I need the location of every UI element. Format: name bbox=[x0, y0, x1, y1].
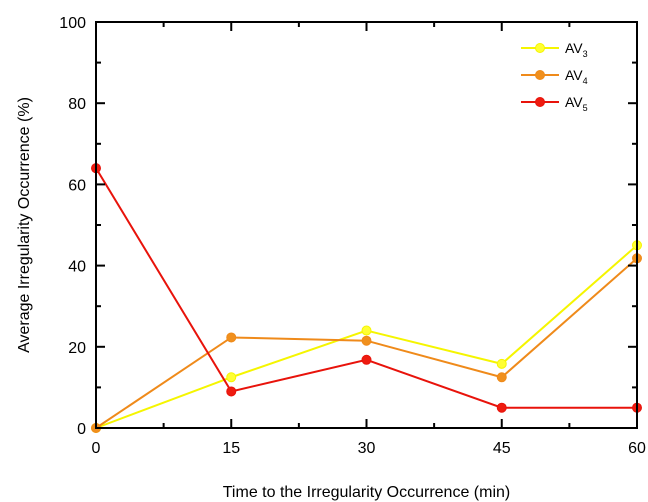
legend-marker-av5 bbox=[535, 97, 545, 107]
data-point-av3 bbox=[496, 358, 507, 369]
x-tick-label: 30 bbox=[358, 440, 376, 457]
data-point-av5 bbox=[496, 402, 507, 413]
legend-label-av3: AV3 bbox=[565, 40, 588, 59]
y-tick-label: 40 bbox=[68, 259, 86, 276]
legend-subscript: 3 bbox=[583, 49, 588, 59]
y-tick-label: 60 bbox=[68, 177, 86, 194]
legend-marker-av4 bbox=[535, 70, 545, 80]
legend: AV3 AV4 AV5 bbox=[521, 40, 588, 113]
y-tick-label: 80 bbox=[68, 96, 86, 113]
y-tick-label: 100 bbox=[59, 15, 86, 32]
series-line-av5 bbox=[95, 167, 637, 409]
data-point-av4 bbox=[361, 335, 372, 346]
legend-subscript: 5 bbox=[583, 103, 588, 113]
axis-ticks bbox=[95, 21, 638, 429]
legend-label-av4: AV4 bbox=[565, 67, 588, 86]
data-point-av4 bbox=[496, 372, 507, 383]
legend-subscript: 4 bbox=[583, 76, 588, 86]
x-axis-title: Time to the Irregularity Occurrence (min… bbox=[223, 484, 510, 501]
x-tick-label: 0 bbox=[92, 440, 101, 457]
data-point-av3 bbox=[226, 372, 237, 383]
x-tick-label: 45 bbox=[493, 440, 511, 457]
y-tick-label: 20 bbox=[68, 340, 86, 357]
x-tick-label: 60 bbox=[628, 440, 646, 457]
data-point-av3 bbox=[361, 325, 372, 336]
y-axis-title: Average Irregularity Occurrence (%) bbox=[16, 97, 33, 353]
plot-frame bbox=[95, 21, 638, 429]
x-tick-label: 15 bbox=[222, 440, 240, 457]
plot-series-area bbox=[91, 163, 642, 433]
legend-marker-av3 bbox=[535, 43, 545, 53]
data-point-av5 bbox=[226, 386, 237, 397]
data-point-av4 bbox=[226, 332, 237, 343]
data-point-av5 bbox=[361, 354, 372, 365]
legend-label-av5: AV5 bbox=[565, 94, 588, 113]
y-tick-label: 0 bbox=[77, 421, 86, 438]
